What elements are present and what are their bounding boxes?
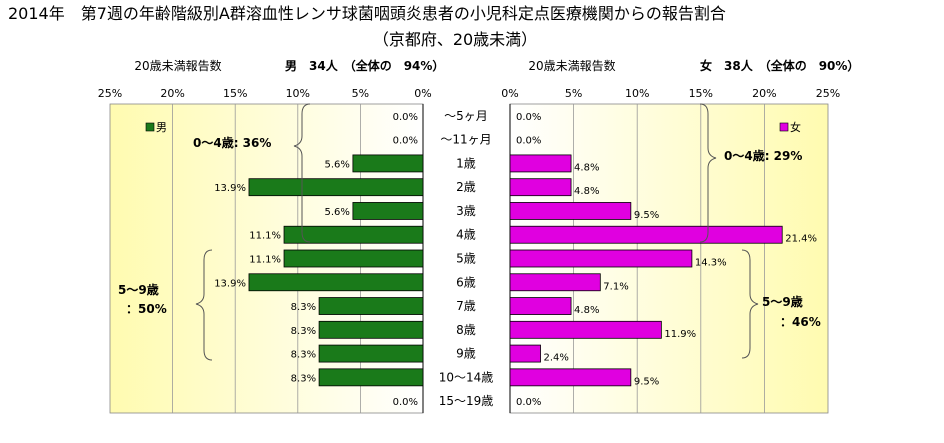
female-bar (509, 297, 572, 315)
female-data-label: 4.8% (574, 305, 599, 316)
male-data-label: 13.9% (214, 278, 246, 289)
chart-title-line2: （京都府、20歳未満） (373, 30, 537, 49)
male-bar (283, 249, 424, 268)
category-label: ～5ヶ月 (444, 109, 488, 123)
male-bar (248, 178, 424, 197)
female-data-label: 11.9% (664, 329, 696, 340)
female-legend-label: 女 (790, 120, 801, 134)
category-label: 10～14歳 (439, 370, 494, 384)
male-data-label: 11.1% (249, 231, 281, 242)
female-data-label: 2.4% (544, 353, 569, 364)
male-data-label: 8.3% (291, 373, 316, 384)
male-tick-label: 20% (160, 87, 184, 100)
female-bar (509, 273, 601, 292)
female-axis-caption: 20歳未満報告数 (528, 58, 615, 73)
male-group1-label: 0～4歳: 36% (193, 135, 271, 150)
female-data-label: 4.8% (574, 186, 599, 197)
male-data-label: 0.0% (393, 397, 418, 408)
male-legend-swatch (145, 122, 155, 132)
male-data-label: 0.0% (393, 112, 418, 123)
female-data-label: 7.1% (603, 281, 628, 292)
category-label: 5歳 (456, 252, 476, 266)
female-data-label: 0.0% (516, 112, 541, 123)
female-group2-brace (741, 249, 759, 359)
male-bar (318, 320, 424, 339)
category-label: ～11ヶ月 (440, 133, 491, 147)
chart-title-line1: 2014年 第7週の年齢階級別A群溶血性レンサ球菌咽頭炎患者の小児科定点医療機関… (8, 4, 726, 23)
male-tick-label: 25% (98, 87, 122, 100)
male-tick-label: 0% (414, 87, 431, 100)
tick-labels: 0% 0% 5% 5% 10% 10% 15% 15% 20% 20% 25% 25% (98, 87, 840, 100)
female-tick-label: 20% (752, 87, 776, 100)
female-group1-brace (699, 103, 717, 243)
male-data-label: 8.3% (291, 350, 316, 361)
male-summary: 男 34人 （全体の 94%） (285, 58, 444, 73)
male-data-label: 11.1% (249, 255, 281, 266)
female-bar (509, 368, 632, 387)
male-data-label: 8.3% (291, 326, 316, 337)
male-bar (248, 273, 424, 292)
category-label: 6歳 (456, 275, 476, 289)
female-tick-label: 10% (625, 87, 649, 100)
female-tick-label: 25% (816, 87, 840, 100)
male-bar (318, 344, 424, 363)
female-bar (509, 225, 783, 244)
male-group1-brace (293, 103, 311, 243)
male-bar (283, 225, 424, 244)
male-bar (318, 297, 424, 315)
category-label: 8歳 (456, 323, 476, 337)
male-bar (352, 202, 424, 220)
category-labels: ～5ヶ月 ～11ヶ月 1歳 2歳 3歳 4歳 5歳 6歳 7歳 8歳 9歳 10～14歳 15～19歳 (439, 109, 494, 408)
male-tick-label: 5% (352, 87, 369, 100)
female-data-label: 0.0% (516, 136, 541, 147)
female-bar (509, 320, 662, 339)
category-label: 1歳 (456, 156, 476, 170)
male-group2-brace (195, 249, 213, 361)
category-label: 2歳 (456, 180, 476, 194)
male-group2-label-line2: ：50% (126, 302, 167, 316)
male-bar (352, 154, 424, 173)
female-bar (509, 249, 693, 268)
male-tick-label: 10% (286, 87, 310, 100)
male-group2-label-line1: 5～9歳 (118, 282, 159, 297)
male-data-label: 8.3% (291, 302, 316, 313)
category-label: 15～19歳 (439, 394, 494, 408)
bars: 0.0% 0.0% 0.0% 0.0% 5.6% 4.8% 13.9% 4.8% 5.6% 9.5… (214, 112, 817, 408)
female-bar (509, 344, 541, 363)
category-label: 3歳 (456, 204, 476, 218)
female-bar (509, 154, 572, 173)
male-bar (318, 368, 424, 387)
female-group1-label: 0～4歳: 29% (724, 148, 802, 163)
category-label: 4歳 (456, 228, 476, 242)
male-axis-caption: 20歳未満報告数 (134, 58, 221, 73)
female-data-label: 14.3% (695, 258, 727, 269)
female-tick-label: 5% (565, 87, 582, 100)
male-data-label: 5.6% (324, 207, 349, 218)
female-data-label: 4.8% (574, 162, 599, 173)
male-data-label: 5.6% (324, 159, 349, 170)
male-legend-label: 男 (156, 121, 167, 134)
female-data-label: 9.5% (634, 210, 659, 221)
male-data-label: 0.0% (393, 136, 418, 147)
female-data-label: 0.0% (516, 397, 541, 408)
male-data-label: 13.9% (214, 183, 246, 194)
female-group2-label-line1: 5～9歳 (762, 294, 803, 309)
female-bar (509, 202, 632, 220)
female-tick-label: 15% (689, 87, 713, 100)
female-legend-swatch (779, 122, 789, 132)
female-data-label: 9.5% (634, 376, 659, 387)
male-tick-label: 15% (223, 87, 247, 100)
female-group2-label-line2: ：46% (780, 315, 821, 329)
category-label: 7歳 (456, 299, 476, 313)
female-tick-label: 0% (501, 87, 518, 100)
female-summary: 女 38人 （全体の 90%） (700, 58, 859, 73)
female-data-label: 21.4% (785, 234, 817, 245)
female-bar (509, 178, 572, 197)
category-label: 9歳 (456, 347, 476, 361)
